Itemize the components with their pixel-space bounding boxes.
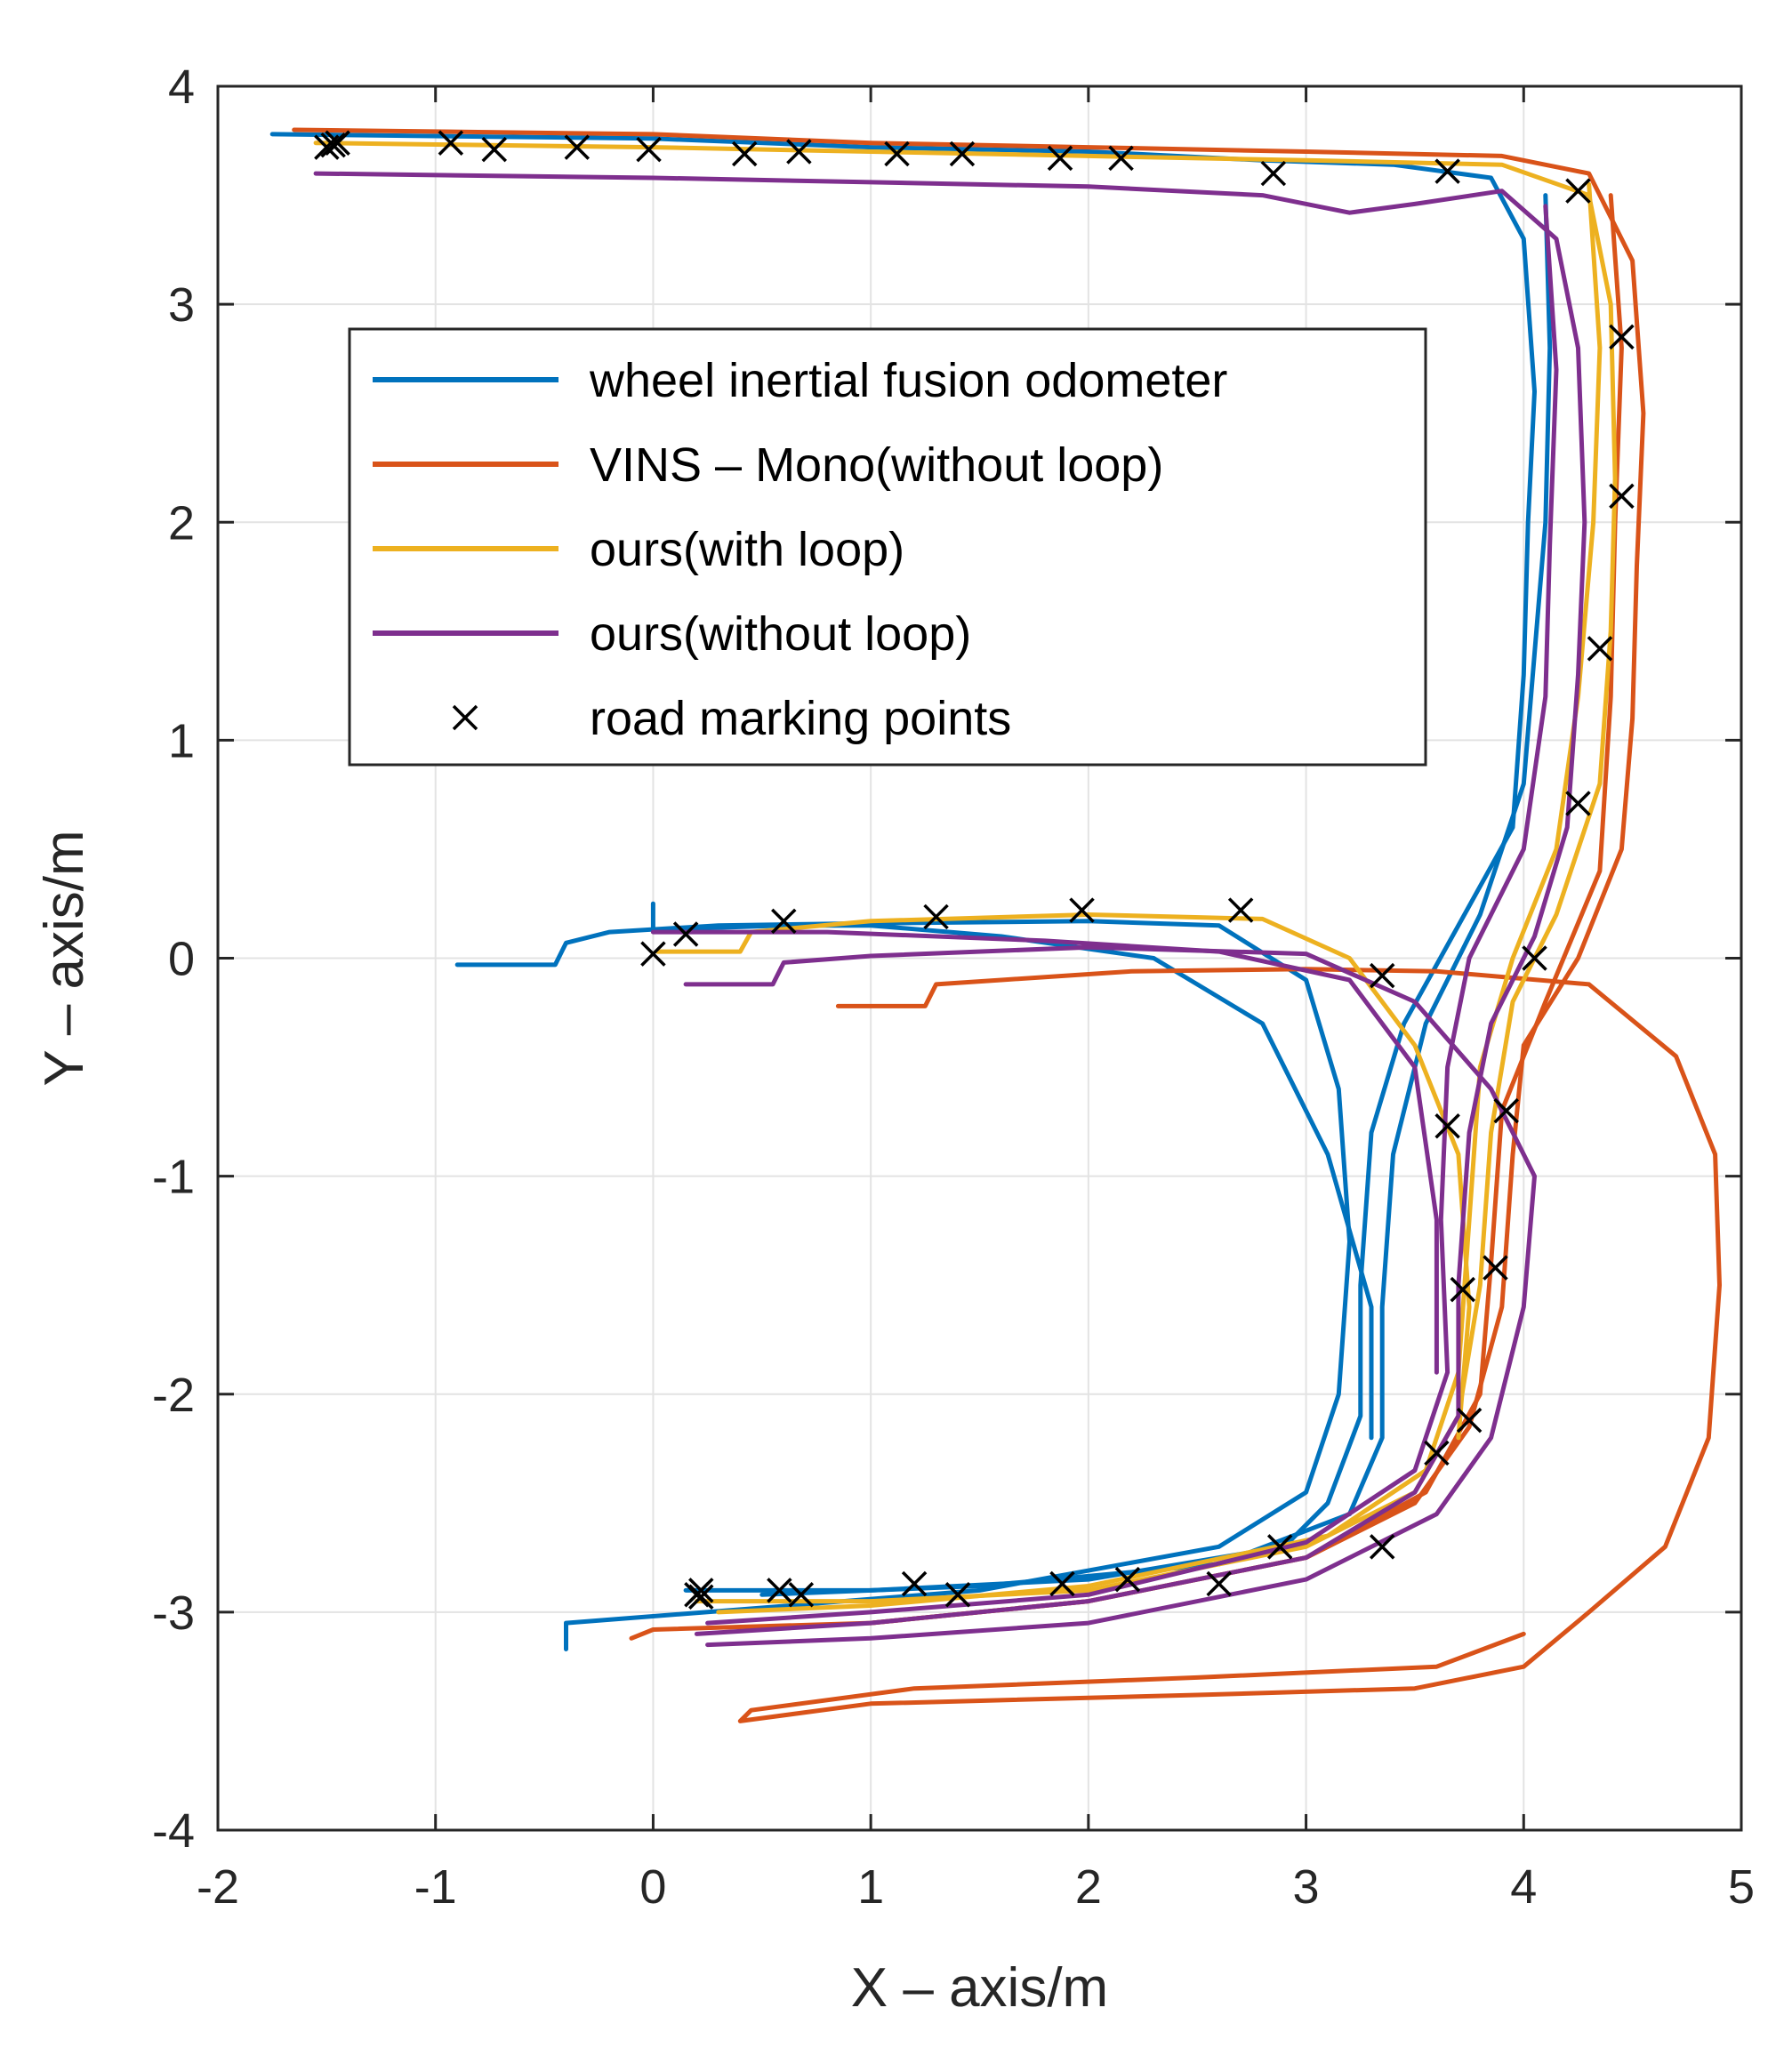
x-tick-label: -2 — [197, 1860, 239, 1914]
x-tick-label: 1 — [857, 1860, 884, 1914]
series-line-4 — [683, 944, 1537, 1648]
road-marking-point — [1522, 945, 1547, 971]
legend-label-4: ours(without loop) — [590, 607, 971, 661]
y-tick-label: 4 — [168, 60, 195, 114]
road-marking-point — [640, 941, 666, 967]
y-tick-label: 1 — [168, 714, 195, 767]
x-tick-label: 4 — [1510, 1860, 1537, 1914]
road-marking-point — [1493, 1097, 1519, 1124]
road-marking-point — [923, 903, 949, 930]
road-marking-point — [1424, 1440, 1450, 1466]
road-marking-point — [636, 136, 662, 163]
road-marking-point — [325, 130, 350, 156]
road-marking-point — [788, 1582, 815, 1608]
legend-label-3: ours(with loop) — [590, 523, 904, 576]
y-tick-label: -3 — [152, 1586, 195, 1640]
x-tick-label: 3 — [1293, 1860, 1320, 1914]
x-tick-label: 0 — [639, 1860, 666, 1914]
road-marking-point — [1483, 1255, 1508, 1281]
series-line-1 — [454, 919, 1352, 1651]
road-marking-point — [672, 921, 699, 947]
legend: wheel inertial fusion odometer VINS – Mon… — [348, 327, 1427, 767]
road-marking-point — [1369, 962, 1395, 989]
road-marking-point — [1565, 791, 1591, 816]
y-tick-label: 3 — [168, 278, 195, 332]
road-marking-point — [884, 141, 910, 167]
road-marking-point — [949, 141, 976, 167]
road-marking-point — [944, 1582, 971, 1608]
road-marking-point — [1047, 145, 1073, 172]
y-tick-label: -2 — [152, 1369, 195, 1422]
road-marking-point — [481, 136, 508, 163]
marker-layer — [314, 130, 1635, 1610]
x-tick-label: -1 — [414, 1860, 457, 1914]
road-marking-point — [1049, 1570, 1075, 1597]
legend-marker-x — [452, 704, 478, 731]
y-tick-label: -1 — [152, 1151, 195, 1204]
series-line-4 — [650, 929, 1439, 1375]
road-marking-point — [1450, 1276, 1476, 1303]
y-axis-label: Y – axis/m — [34, 830, 95, 1086]
road-marking-point — [786, 139, 812, 165]
road-marking-point — [1434, 158, 1460, 184]
road-marking-point — [1369, 1534, 1395, 1560]
road-marking-point — [1434, 1113, 1460, 1139]
x-tick-label: 2 — [1075, 1860, 1102, 1914]
road-marking-point — [731, 141, 758, 167]
road-marking-point — [564, 134, 591, 160]
legend-label-2: VINS – Mono(without loop) — [590, 438, 1163, 492]
y-tick-label: -4 — [152, 1804, 195, 1858]
series-line-4 — [313, 171, 1587, 1636]
x-axis-label: X – axis/m — [851, 1957, 1108, 2019]
road-marking-point — [1456, 1407, 1483, 1434]
road-marking-point — [1260, 160, 1287, 187]
y-tick-label: 0 — [168, 933, 195, 986]
series-line-2 — [737, 967, 1722, 1723]
road-marking-point — [901, 1570, 928, 1597]
road-marking-point — [684, 1582, 710, 1608]
legend-label-1: wheel inertial fusion odometer — [589, 354, 1227, 407]
road-marking-point — [767, 1578, 792, 1603]
series-line-4 — [705, 204, 1559, 1626]
road-marking-point — [771, 908, 797, 935]
road-marking-point — [1206, 1570, 1232, 1597]
road-marking-point — [1108, 145, 1134, 172]
road-marking-point — [1227, 897, 1254, 923]
road-marking-point — [1609, 483, 1635, 510]
road-marking-point — [1609, 324, 1635, 350]
road-marking-point — [1565, 178, 1591, 204]
road-marking-point — [1114, 1566, 1141, 1593]
x-tick-label: 5 — [1728, 1860, 1755, 1914]
road-marking-point — [1069, 897, 1095, 923]
tick-layer: -2 -1 0 1 2 3 4 5 4 3 2 1 0 -1 -2 -3 -4 — [152, 60, 1755, 1914]
road-marking-point — [438, 130, 464, 156]
y-tick-label: 2 — [168, 496, 195, 550]
road-marking-point — [1587, 636, 1613, 662]
road-marking-point — [1266, 1534, 1293, 1560]
legend-label-road-marking: road marking points — [590, 692, 1011, 745]
